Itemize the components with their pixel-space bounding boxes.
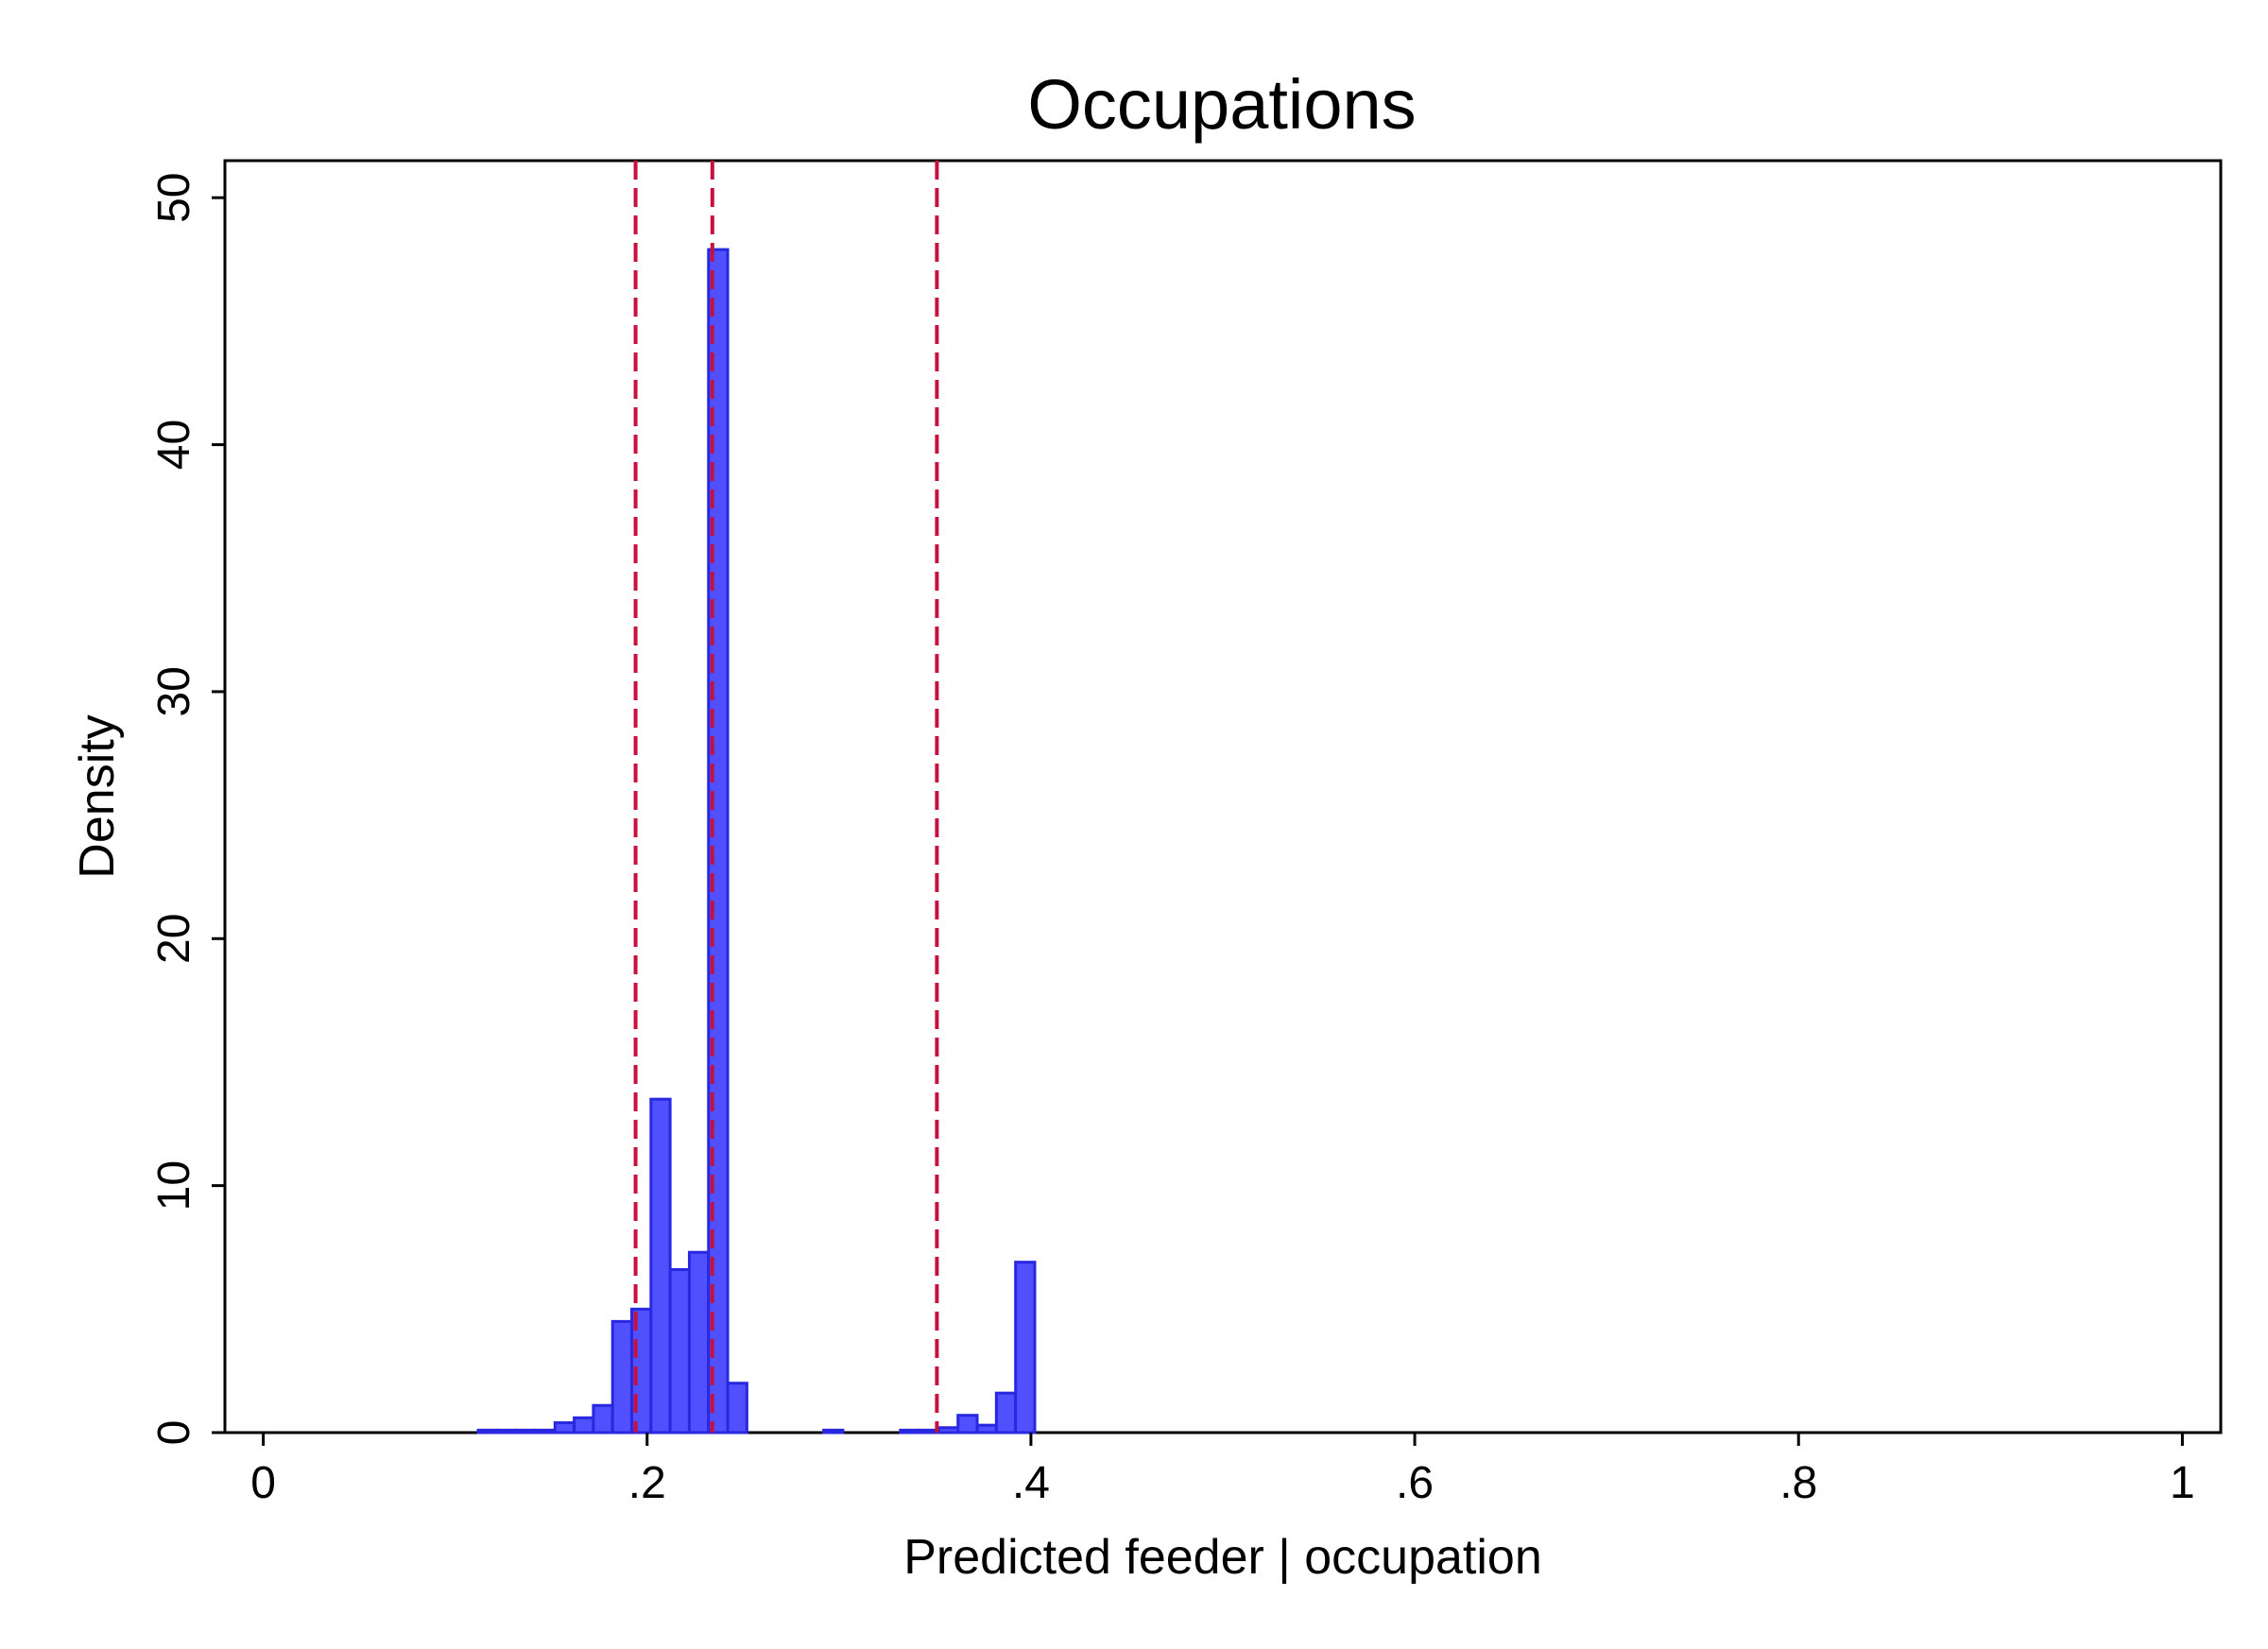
x-tick-label: .2 bbox=[628, 1458, 666, 1508]
histogram-bar bbox=[822, 1428, 845, 1434]
histogram-bar bbox=[610, 1319, 634, 1434]
x-axis: 0 .2 .4 .6 .8 1 bbox=[250, 1433, 2195, 1508]
x-tick-label: 1 bbox=[2170, 1458, 2195, 1508]
histogram-bar bbox=[687, 1250, 711, 1434]
x-tick-label: .6 bbox=[1396, 1458, 1434, 1508]
x-tick-label: .4 bbox=[1012, 1458, 1050, 1508]
histogram-bar bbox=[936, 1426, 960, 1434]
histogram-bar bbox=[899, 1428, 921, 1434]
y-tick-label: 10 bbox=[149, 1160, 199, 1211]
histogram-bar bbox=[707, 248, 730, 1434]
x-tick-label: .8 bbox=[1779, 1458, 1817, 1508]
histogram-bar bbox=[592, 1403, 614, 1434]
reference-lines bbox=[633, 161, 939, 1433]
histogram-bar bbox=[668, 1268, 691, 1434]
y-axis-label: Density bbox=[70, 714, 125, 878]
histogram-bar bbox=[1014, 1261, 1037, 1434]
histogram-bar bbox=[553, 1421, 576, 1434]
y-tick-label: 0 bbox=[149, 1420, 199, 1446]
y-axis: 0 10 20 30 40 50 bbox=[149, 173, 225, 1446]
chart-title: Occupations bbox=[1027, 65, 1416, 144]
x-axis-label: Predicted feeder | occupation bbox=[903, 1530, 1542, 1585]
histogram-bar bbox=[515, 1428, 538, 1434]
plot-frame bbox=[223, 159, 2223, 1434]
y-tick-label: 20 bbox=[149, 914, 199, 964]
histogram-bar bbox=[649, 1097, 672, 1434]
histogram-bar bbox=[726, 1382, 748, 1434]
histogram-bar bbox=[495, 1428, 519, 1434]
histogram-bar bbox=[573, 1416, 595, 1434]
histogram-bar bbox=[956, 1414, 979, 1434]
y-tick-label: 40 bbox=[149, 420, 199, 470]
histogram-bar bbox=[534, 1428, 557, 1434]
histogram-bar bbox=[476, 1428, 499, 1434]
y-tick-label: 50 bbox=[149, 173, 199, 223]
y-tick-label: 30 bbox=[149, 666, 199, 716]
histogram-bar bbox=[975, 1423, 998, 1434]
histogram-bar bbox=[994, 1391, 1018, 1434]
x-tick-label: 0 bbox=[250, 1458, 276, 1508]
